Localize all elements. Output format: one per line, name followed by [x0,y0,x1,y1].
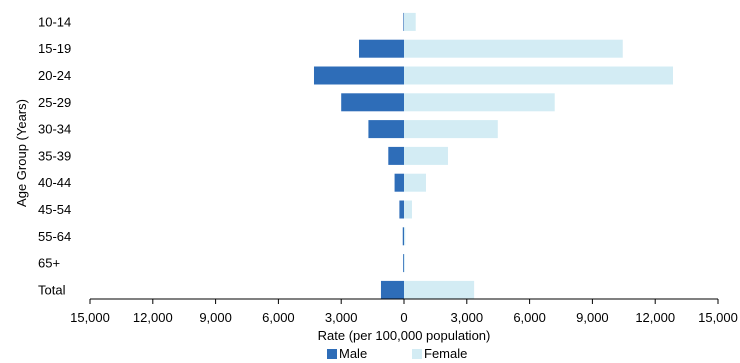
category-label: 65+ [38,256,60,271]
bar-female-30-34 [404,120,498,139]
bar-female-40-44 [404,173,426,192]
category-label: 20-24 [38,68,71,83]
x-axis-title: Rate (per 100,000 population) [318,328,491,343]
x-tick-label: 3,000 [451,310,484,325]
category-label: 25-29 [38,95,71,110]
category-label: 45-54 [38,202,71,217]
bar-female-10-14 [404,12,416,31]
bar-male-10-14 [403,12,405,31]
bar-male-25-29 [341,93,404,112]
category-label: 35-39 [38,148,71,163]
bar-male-40-44 [394,173,404,192]
x-tick-label: 6,000 [262,310,295,325]
bar-female-45-54 [404,200,412,219]
bars-group [313,12,673,299]
bar-male-20-24 [313,66,404,85]
x-tick-label: 12,000 [635,310,675,325]
bar-male-55-64 [402,227,404,246]
category-label: Total [38,282,66,297]
legend-label-male: Male [339,346,367,361]
category-label: 40-44 [38,175,71,190]
legend-swatch-female [412,349,422,359]
legend-label-female: Female [424,346,467,361]
bar-female-55-64 [404,227,406,246]
category-labels: 10-14 15-19 20-24 25-29 30-34 35-39 40-44 45-54… [38,14,71,297]
category-label: 30-34 [38,122,71,137]
bar-female-25-29 [404,93,555,112]
x-tick-label: 3,000 [325,310,358,325]
x-tick-label: 6,000 [513,310,546,325]
category-label: 55-64 [38,229,71,244]
legend-swatch-male [327,349,337,359]
bar-female-15-19 [404,39,623,58]
x-tick-label: 12,000 [133,310,173,325]
bar-male-15-19 [358,39,404,58]
legend: Male Female [327,346,467,361]
bar-male-45-54 [399,200,404,219]
bar-female-total [404,280,475,299]
bar-male-35-39 [388,146,404,165]
x-tick-label: 15,000 [70,310,110,325]
x-tick-label: 9,000 [576,310,609,325]
bar-female-20-24 [404,66,673,85]
bar-male-30-34 [368,120,404,139]
bar-male-total [380,280,404,299]
bar-male-65- [403,254,404,273]
x-tick-label: 0 [400,310,407,325]
y-axis-title: Age Group (Years) [14,99,29,207]
bar-female-35-39 [404,146,448,165]
x-axis-ticks: 15,000 12,000 9,000 6,000 3,000 0 3,000 6,000 9,… [70,299,738,325]
category-label: 15-19 [38,41,71,56]
category-label: 10-14 [38,14,71,29]
bar-female-65- [404,254,405,273]
x-tick-label: 9,000 [199,310,232,325]
x-tick-label: 15,000 [698,310,738,325]
